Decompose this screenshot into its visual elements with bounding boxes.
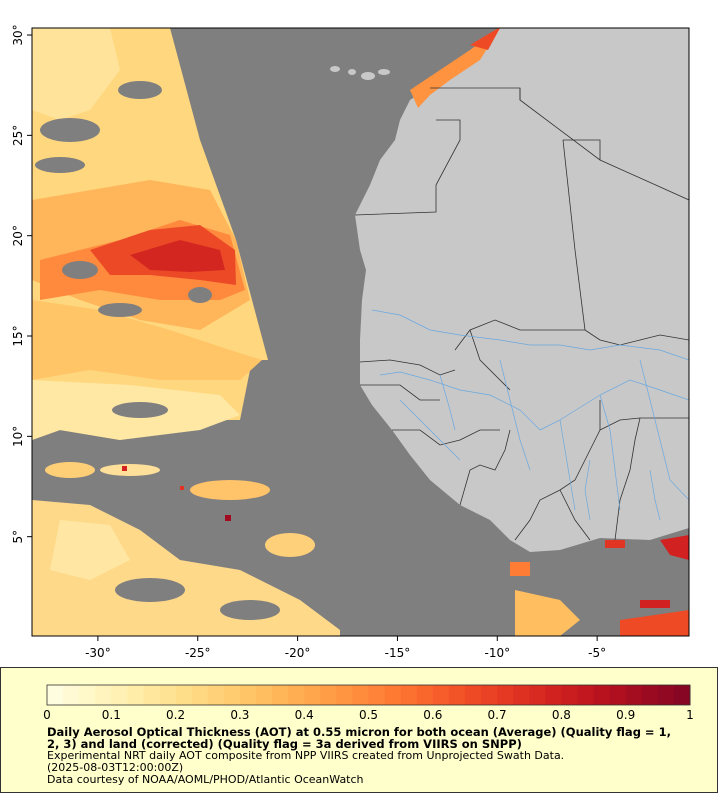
colorbar-cell [272,685,289,705]
colorbar-cell [657,685,675,705]
lat-tick-label: 10° [11,426,25,447]
colorbar-cell [352,685,369,705]
colorbar-tick-label: 0.9 [616,708,635,722]
colorbar-tick-label: 0.5 [359,708,378,722]
colorbar-tick-label: 0 [43,708,51,722]
lat-tick-label: 30° [11,24,25,45]
colorbar-cell [577,685,595,705]
lat-tick-label: 20° [11,225,25,246]
colorbar-labels: 0 0.1 0.2 0.3 0.4 0.5 0.6 0.7 0.8 0.9 1 [43,708,694,722]
lat-tick-label: 15° [11,325,25,346]
colorbar-tick-label: 0.6 [423,708,442,722]
colorbar-cell [143,685,161,705]
aot-swath-west [32,28,268,440]
colorbar-tick-label: 0.3 [230,708,249,722]
aot-gulf-guinea [510,535,689,636]
aot-south-patches [32,462,340,636]
colorbar: 0 0.1 0.2 0.3 0.4 0.5 0.6 0.7 0.8 0.9 1 [43,684,694,722]
colorbar-tick-label: 0.2 [166,708,185,722]
colorbar-tick-label: 0.7 [488,708,507,722]
legend-description: Experimental NRT daily AOT composite fro… [47,749,565,762]
colorbar-cell [384,685,402,705]
colorbar-cell [159,685,177,705]
colorbar-tick-label: 0.4 [295,708,314,722]
aot-map: 30° 25° 20° 15° 10° 5° -30° -25° -20° -15° -10° -5… [11,24,690,660]
lon-tick-label: -10° [484,646,510,660]
lon-tick-label: -25° [185,646,211,660]
colorbar-cell [481,685,498,705]
colorbar-tick-label: 1 [686,708,694,722]
lon-tick-label: -20° [285,646,311,660]
colorbar-cell [63,685,80,705]
colorbar-cells [47,685,691,705]
colorbar-cell [625,685,643,705]
colorbar-cell [400,685,418,705]
colorbar-frame [46,684,691,706]
colorbar-cell [47,685,64,705]
colorbar-cell [239,685,257,705]
latitude-ticks: 30° 25° 20° 15° 10° 5° [11,24,32,543]
colorbar-cell [255,685,273,705]
lon-tick-label: -30° [85,646,111,660]
legend-panel: 0 0.1 0.2 0.3 0.4 0.5 0.6 0.7 0.8 0.9 1 Daily Aero… [0,667,718,793]
colorbar-cell [336,685,353,705]
colorbar-cell [111,685,128,705]
colorbar-cell [416,685,434,705]
legend-credit: Data courtesy of NOAA/AOML/PHOD/Atlantic… [47,773,364,786]
colorbar-cell [320,685,337,705]
lon-tick-label: -15° [385,646,411,660]
legend-text: Daily Aerosol Optical Thickness (AOT) at… [47,726,687,786]
rivers [371,309,689,521]
country-borders [354,87,689,541]
colorbar-cell [641,685,659,705]
colorbar-cell [191,685,209,705]
colorbar-cell [673,685,691,705]
lat-tick-label: 25° [11,125,25,146]
colorbar-cell [95,685,112,705]
lon-tick-label: -5° [588,646,606,660]
legend-timestamp: (2025-08-03T12:00:00Z) [47,761,184,774]
colorbar-cell [127,685,144,705]
colorbar-cell [175,685,193,705]
colorbar-cell [223,685,241,705]
colorbar-cell [609,685,627,705]
canary-islands [330,66,390,80]
colorbar-cell [529,685,546,705]
colorbar-cell [448,685,466,705]
colorbar-cell [513,685,530,705]
colorbar-cell [304,685,321,705]
plot-frame [31,27,690,637]
colorbar-cell [497,685,514,705]
colorbar-cell [288,685,305,705]
colorbar-cell [545,685,562,705]
colorbar-cell [432,685,450,705]
lat-tick-label: 5° [11,530,25,544]
colorbar-cell [207,685,225,705]
africa-land [355,28,689,552]
colorbar-cell [79,685,96,705]
legend-title: Daily Aerosol Optical Thickness (AOT) at… [47,725,671,751]
colorbar-tick-label: 0.8 [552,708,571,722]
colorbar-cell [368,685,386,705]
colorbar-cell [464,685,482,705]
colorbar-cell [593,685,611,705]
longitude-ticks: -30° -25° -20° -15° -10° -5° [85,636,606,660]
colorbar-cell [561,685,578,705]
colorbar-tick-label: 0.1 [102,708,121,722]
